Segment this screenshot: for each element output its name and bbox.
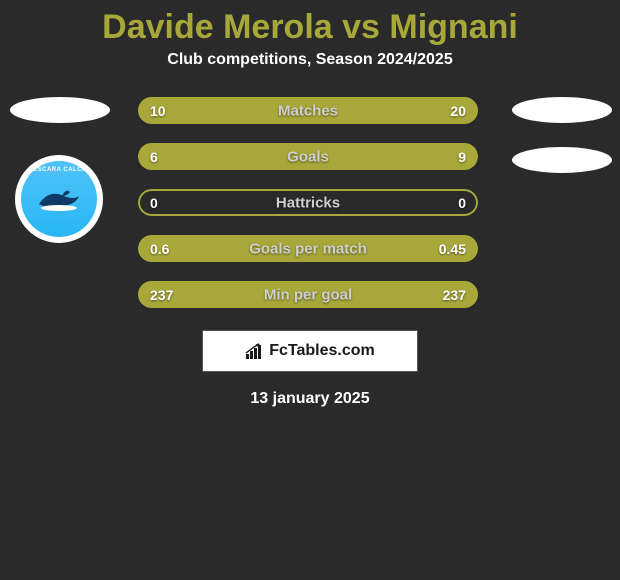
stat-bar: 0.6 0.45 Goals per match — [138, 235, 478, 262]
subtitle: Club competitions, Season 2024/2025 — [0, 51, 620, 69]
stat-bars: 10 20 Matches 6 9 Goals 0 0 Hattricks 0.6 0.45 Goal… — [138, 97, 478, 308]
stat-bar: 6 9 Goals — [138, 143, 478, 170]
comparison-area: PESCARA CALCIO 10 20 Matches 6 9 Goals 0 0 Hattr… — [0, 97, 620, 308]
stat-bar: 10 20 Matches — [138, 97, 478, 124]
club-logo-text: PESCARA CALCIO — [29, 167, 90, 173]
stat-bar: 0 0 Hattricks — [138, 189, 478, 216]
brand-text: FcTables.com — [269, 342, 375, 360]
player-left-badge-1 — [10, 97, 110, 123]
stat-value-left: 237 — [150, 287, 173, 303]
stat-value-right: 237 — [443, 287, 466, 303]
stat-value-right: 0 — [458, 195, 466, 211]
stat-value-right: 9 — [458, 149, 466, 165]
brand-badge: FcTables.com — [202, 330, 418, 372]
stat-value-right: 20 — [450, 103, 466, 119]
stat-bar-fill-left — [138, 143, 274, 170]
stat-label: Hattricks — [276, 194, 340, 211]
stat-label: Min per goal — [264, 286, 352, 303]
stat-value-left: 0.6 — [150, 241, 169, 257]
player-left-club-logo: PESCARA CALCIO — [15, 155, 103, 243]
date-label: 13 january 2025 — [0, 390, 620, 408]
stat-value-left: 6 — [150, 149, 158, 165]
bar-chart-icon — [245, 342, 265, 360]
player-right-badge-1 — [512, 97, 612, 123]
stat-value-right: 0.45 — [439, 241, 466, 257]
player-right-badge-2 — [512, 147, 612, 173]
stat-label: Goals per match — [249, 240, 367, 257]
dolphin-icon — [34, 184, 84, 214]
stat-label: Goals — [287, 148, 329, 165]
stat-bar: 237 237 Min per goal — [138, 281, 478, 308]
stat-value-left: 0 — [150, 195, 158, 211]
stat-value-left: 10 — [150, 103, 166, 119]
stat-label: Matches — [278, 102, 338, 119]
page-title: Davide Merola vs Mignani — [0, 0, 620, 47]
